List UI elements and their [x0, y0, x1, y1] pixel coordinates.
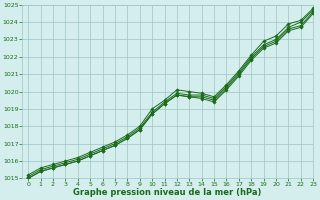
X-axis label: Graphe pression niveau de la mer (hPa): Graphe pression niveau de la mer (hPa) [73, 188, 262, 197]
